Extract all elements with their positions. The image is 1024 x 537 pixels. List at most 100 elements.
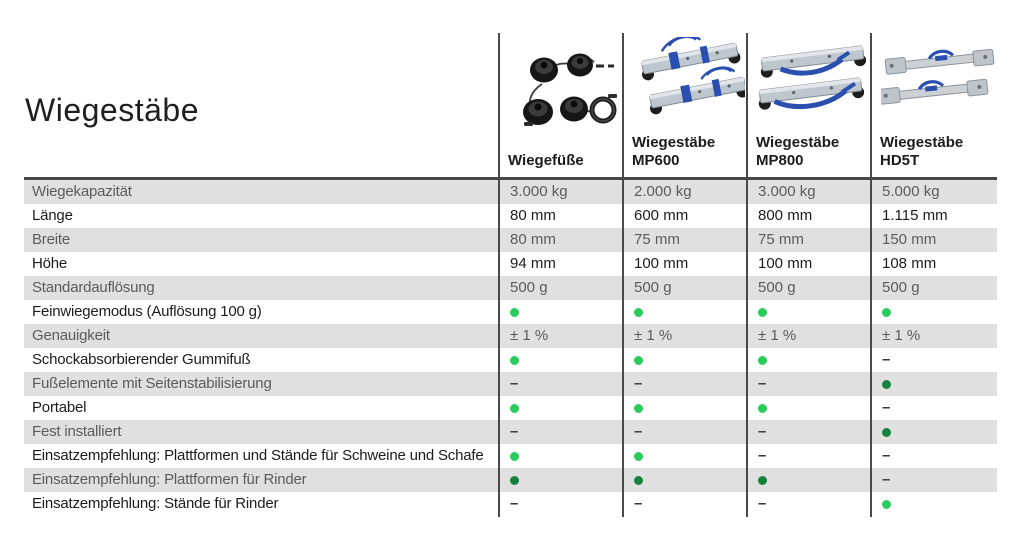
not-available-dash: – — [758, 375, 767, 392]
not-available-dash: – — [758, 495, 767, 512]
not-available-dash: – — [634, 423, 643, 440]
feature-dot-dark-icon — [634, 475, 643, 485]
hd5t-product-photo — [880, 33, 997, 132]
spec-cell — [622, 396, 746, 420]
spec-cell: 80 mm — [510, 207, 556, 224]
spec-cell: 500 g — [758, 279, 796, 296]
table-row: Schockabsorbierender Gummifuß – — [24, 348, 997, 372]
spec-cell: 108 mm — [882, 255, 937, 272]
spec-cell: – — [746, 372, 870, 396]
spec-cell: 500 g — [634, 279, 672, 296]
table-row: Standardauflösung 500 g 500 g 500 g 500 g — [24, 276, 997, 300]
spec-cell: 500 g — [510, 279, 548, 296]
table-row: Genauigkeit ± 1 % ± 1 % ± 1 % ± 1 % — [24, 324, 997, 348]
spec-cell: – — [746, 492, 870, 516]
product-name-line: HD5T — [880, 152, 920, 169]
feature-dot-icon — [758, 403, 767, 413]
not-available-dash: – — [510, 495, 519, 512]
row-label: Standardauflösung — [32, 279, 155, 296]
spec-cell: – — [498, 420, 622, 444]
spec-cell: 600 mm — [634, 207, 689, 224]
feature-dot-icon — [510, 403, 519, 413]
spec-cell: 100 mm — [634, 255, 689, 272]
spec-cell: – — [870, 468, 997, 492]
spec-cell — [498, 348, 622, 372]
feature-dot-dark-icon — [510, 475, 519, 485]
table-row: Fußelemente mit Seitenstabilisierung – – – — [24, 372, 997, 396]
product-name-line: Wiegestäbe — [632, 134, 716, 151]
product-name: Wiegestäbe MP600 — [632, 134, 746, 170]
page-title: Wiegestäbe — [25, 92, 199, 128]
spec-cell: 500 g — [882, 279, 920, 296]
spec-cell: 3.000 kg — [510, 183, 568, 200]
feature-dot-icon — [758, 307, 767, 317]
mp800-product-photo — [756, 33, 870, 132]
spec-cell — [622, 300, 746, 324]
row-label: Einsatzempfehlung: Stände für Rinder — [32, 495, 279, 512]
spec-cell: 94 mm — [510, 255, 556, 272]
table-row: Länge 80 mm 600 mm 800 mm 1.115 mm — [24, 204, 997, 228]
table-row: Fest installiert – – – — [24, 420, 997, 444]
row-label: Genauigkeit — [32, 327, 110, 344]
feature-dot-icon — [634, 355, 643, 365]
feature-dot-icon — [882, 307, 891, 317]
product-column-header-hd5t: Wiegestäbe HD5T — [870, 33, 997, 174]
spec-cell: ± 1 % — [758, 327, 797, 344]
feature-dot-dark-icon — [882, 379, 891, 389]
column-divider — [498, 33, 500, 517]
spec-cell — [622, 468, 746, 492]
spec-cell — [622, 348, 746, 372]
spec-cell: 75 mm — [758, 231, 804, 248]
table-row: Breite 80 mm 75 mm 75 mm 150 mm — [24, 228, 997, 252]
spec-cell: – — [870, 396, 997, 420]
spec-cell: 75 mm — [634, 231, 680, 248]
spec-cell — [870, 300, 997, 324]
product-name: Wiegestäbe MP800 — [756, 134, 870, 170]
spec-cell — [746, 396, 870, 420]
product-column-header-mp600: Wiegestäbe MP600 — [622, 33, 746, 174]
not-available-dash: – — [510, 375, 519, 392]
feature-dot-icon — [634, 307, 643, 317]
spec-table-body: Wiegekapazität 3.000 kg 2.000 kg 3.000 kg 5.… — [24, 180, 997, 516]
column-divider — [622, 33, 624, 517]
spec-cell: – — [622, 372, 746, 396]
spec-cell: 3.000 kg — [758, 183, 816, 200]
spec-cell: 5.000 kg — [882, 183, 940, 200]
not-available-dash: – — [758, 447, 767, 464]
column-divider — [870, 33, 872, 517]
not-available-dash: – — [882, 471, 891, 488]
spec-cell: ± 1 % — [882, 327, 921, 344]
feature-dot-icon — [510, 451, 519, 461]
table-row: Portabel – — [24, 396, 997, 420]
spec-cell: – — [746, 444, 870, 468]
feature-dot-icon — [510, 307, 519, 317]
row-label: Fest installiert — [32, 423, 122, 440]
product-name: Wiegefüße — [508, 152, 622, 170]
row-label: Höhe — [32, 255, 68, 272]
product-name-line: MP800 — [756, 152, 804, 169]
spec-cell: 1.115 mm — [882, 207, 948, 224]
spec-cell: 150 mm — [882, 231, 937, 248]
not-available-dash: – — [882, 351, 891, 368]
wiegefuesse-product-photo — [508, 33, 622, 150]
feature-dot-icon — [882, 499, 891, 509]
spec-cell — [746, 348, 870, 372]
table-row: Höhe 94 mm 100 mm 100 mm 108 mm — [24, 252, 997, 276]
row-label: Breite — [32, 231, 70, 248]
spec-cell: 800 mm — [758, 207, 813, 224]
spec-cell — [498, 300, 622, 324]
spec-cell: 2.000 kg — [634, 183, 692, 200]
row-label: Fußelemente mit Seitenstabilisierung — [32, 375, 272, 392]
product-name-line: Wiegestäbe — [756, 134, 840, 151]
spec-cell — [870, 372, 997, 396]
feature-dot-dark-icon — [882, 427, 891, 437]
table-row: Wiegekapazität 3.000 kg 2.000 kg 3.000 kg 5.… — [24, 180, 997, 204]
feature-dot-icon — [634, 403, 643, 413]
product-name-line: Wiegefüße — [508, 152, 584, 169]
spec-cell — [746, 300, 870, 324]
row-label: Einsatzempfehlung: Plattformen für Rinde… — [32, 471, 307, 488]
column-divider — [746, 33, 748, 517]
header-separator-rule — [24, 177, 997, 180]
spec-cell: 100 mm — [758, 255, 813, 272]
row-label: Schockabsorbierender Gummifuß — [32, 351, 251, 368]
